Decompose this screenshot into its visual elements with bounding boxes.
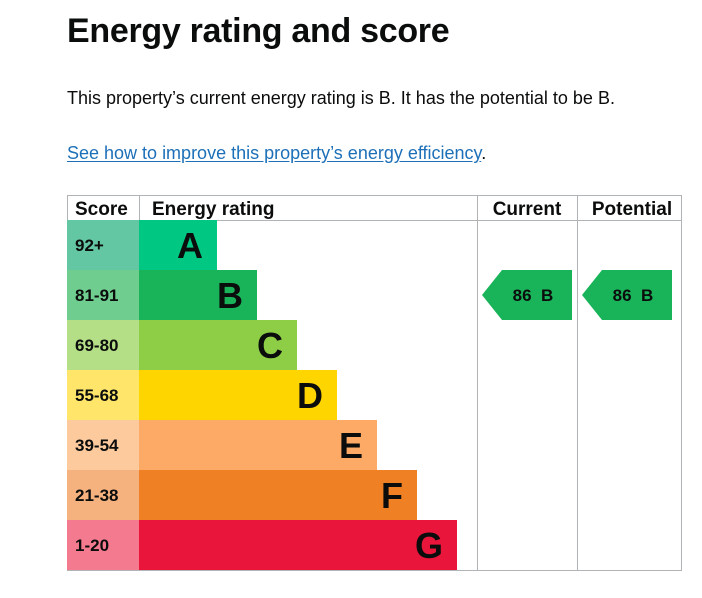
page-title: Energy rating and score <box>67 12 450 50</box>
band-letter-b: B <box>217 275 243 316</box>
band-letter-a: A <box>177 225 203 266</box>
header-energy-rating: Energy rating <box>152 199 274 220</box>
score-cell-a <box>67 220 139 270</box>
header-current: Current <box>493 199 562 220</box>
score-cell-f <box>67 470 139 520</box>
band-letter-e: E <box>339 425 363 466</box>
current-rating-marker-label: 86 B <box>513 286 554 305</box>
band-bar-b <box>139 270 257 320</box>
band-letter-c: C <box>257 325 283 366</box>
score-cell-e <box>67 420 139 470</box>
score-range-c: 69-80 <box>75 336 118 355</box>
band-letter-d: D <box>297 375 323 416</box>
header-score: Score <box>75 199 128 220</box>
score-range-d: 55-68 <box>75 386 118 405</box>
score-range-a: 92+ <box>75 236 104 255</box>
band-bar-g <box>139 520 457 570</box>
band-letter-f: F <box>381 475 403 516</box>
rating-bands: 92+ A 81-91 B 69-80 C 55-68 D 39-54 E 21-38 F 1-20 G <box>67 220 457 570</box>
score-range-b: 81-91 <box>75 286 118 305</box>
band-bar-a <box>139 220 217 270</box>
band-letter-g: G <box>415 525 443 566</box>
score-range-g: 1-20 <box>75 536 109 555</box>
header-potential: Potential <box>592 199 672 220</box>
score-range-e: 39-54 <box>75 436 119 455</box>
current-rating-marker <box>482 270 572 320</box>
band-bar-e <box>139 420 377 470</box>
improve-link-line: See how to improve this property’s energ… <box>67 142 486 164</box>
potential-rating-marker <box>582 270 672 320</box>
band-bar-d <box>139 370 337 420</box>
score-cell-b <box>67 270 139 320</box>
improve-efficiency-link[interactable]: See how to improve this property’s energ… <box>67 143 482 163</box>
rating-markers: 86 B 86 B <box>482 270 672 320</box>
score-cell-d <box>67 370 139 420</box>
band-bar-f <box>139 470 417 520</box>
rating-summary: This property’s current energy rating is… <box>67 88 615 108</box>
potential-rating-marker-label: 86 B <box>613 286 654 305</box>
band-bar-c <box>139 320 297 370</box>
link-suffix: . <box>481 143 487 163</box>
score-cell-c <box>67 320 139 370</box>
score-cell-g <box>67 520 139 570</box>
score-range-f: 21-38 <box>75 486 118 505</box>
